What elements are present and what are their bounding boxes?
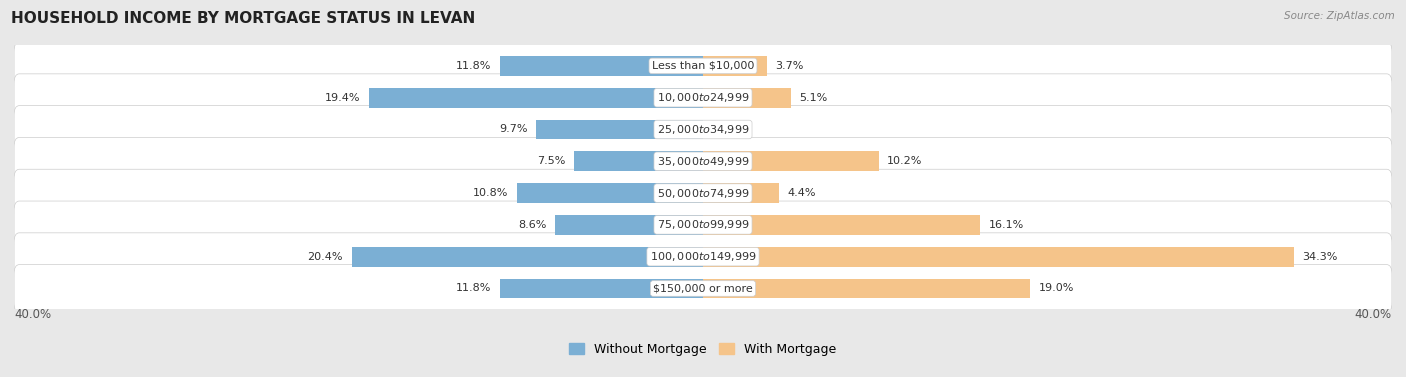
Text: 40.0%: 40.0% — [1355, 308, 1392, 321]
Text: 19.0%: 19.0% — [1039, 284, 1074, 293]
Text: $25,000 to $34,999: $25,000 to $34,999 — [657, 123, 749, 136]
Bar — [703, 88, 790, 107]
FancyBboxPatch shape — [14, 74, 1392, 121]
Bar — [555, 215, 703, 235]
Text: $75,000 to $99,999: $75,000 to $99,999 — [657, 218, 749, 231]
FancyBboxPatch shape — [14, 106, 1392, 153]
FancyBboxPatch shape — [14, 42, 1392, 90]
Text: 16.1%: 16.1% — [988, 220, 1024, 230]
Text: 20.4%: 20.4% — [308, 252, 343, 262]
Bar — [352, 247, 703, 267]
Bar — [703, 215, 980, 235]
Text: 7.5%: 7.5% — [537, 156, 565, 166]
Text: 8.6%: 8.6% — [517, 220, 547, 230]
Bar — [536, 120, 703, 139]
Bar — [703, 56, 766, 76]
Text: HOUSEHOLD INCOME BY MORTGAGE STATUS IN LEVAN: HOUSEHOLD INCOME BY MORTGAGE STATUS IN L… — [11, 11, 475, 26]
Bar — [703, 152, 879, 171]
Text: 34.3%: 34.3% — [1302, 252, 1337, 262]
Text: 9.7%: 9.7% — [499, 124, 527, 135]
Text: 40.0%: 40.0% — [14, 308, 51, 321]
Text: 0.0%: 0.0% — [711, 124, 740, 135]
Bar — [703, 183, 779, 203]
Bar — [703, 247, 1294, 267]
Bar — [517, 183, 703, 203]
Text: 5.1%: 5.1% — [800, 93, 828, 103]
Text: 4.4%: 4.4% — [787, 188, 815, 198]
Bar — [499, 279, 703, 298]
Bar — [499, 56, 703, 76]
Text: 19.4%: 19.4% — [325, 93, 360, 103]
Text: Source: ZipAtlas.com: Source: ZipAtlas.com — [1284, 11, 1395, 21]
Text: $150,000 or more: $150,000 or more — [654, 284, 752, 293]
FancyBboxPatch shape — [14, 265, 1392, 312]
Text: 10.8%: 10.8% — [472, 188, 509, 198]
FancyBboxPatch shape — [14, 138, 1392, 185]
Text: $10,000 to $24,999: $10,000 to $24,999 — [657, 91, 749, 104]
FancyBboxPatch shape — [14, 233, 1392, 280]
FancyBboxPatch shape — [14, 169, 1392, 217]
Text: 10.2%: 10.2% — [887, 156, 922, 166]
Text: $35,000 to $49,999: $35,000 to $49,999 — [657, 155, 749, 168]
Text: $100,000 to $149,999: $100,000 to $149,999 — [650, 250, 756, 263]
Text: 3.7%: 3.7% — [775, 61, 804, 71]
Text: 11.8%: 11.8% — [456, 61, 491, 71]
Text: Less than $10,000: Less than $10,000 — [652, 61, 754, 71]
Bar — [703, 279, 1031, 298]
FancyBboxPatch shape — [14, 201, 1392, 249]
Text: $50,000 to $74,999: $50,000 to $74,999 — [657, 187, 749, 199]
Text: 11.8%: 11.8% — [456, 284, 491, 293]
Legend: Without Mortgage, With Mortgage: Without Mortgage, With Mortgage — [564, 338, 842, 361]
Bar — [368, 88, 703, 107]
Bar — [574, 152, 703, 171]
